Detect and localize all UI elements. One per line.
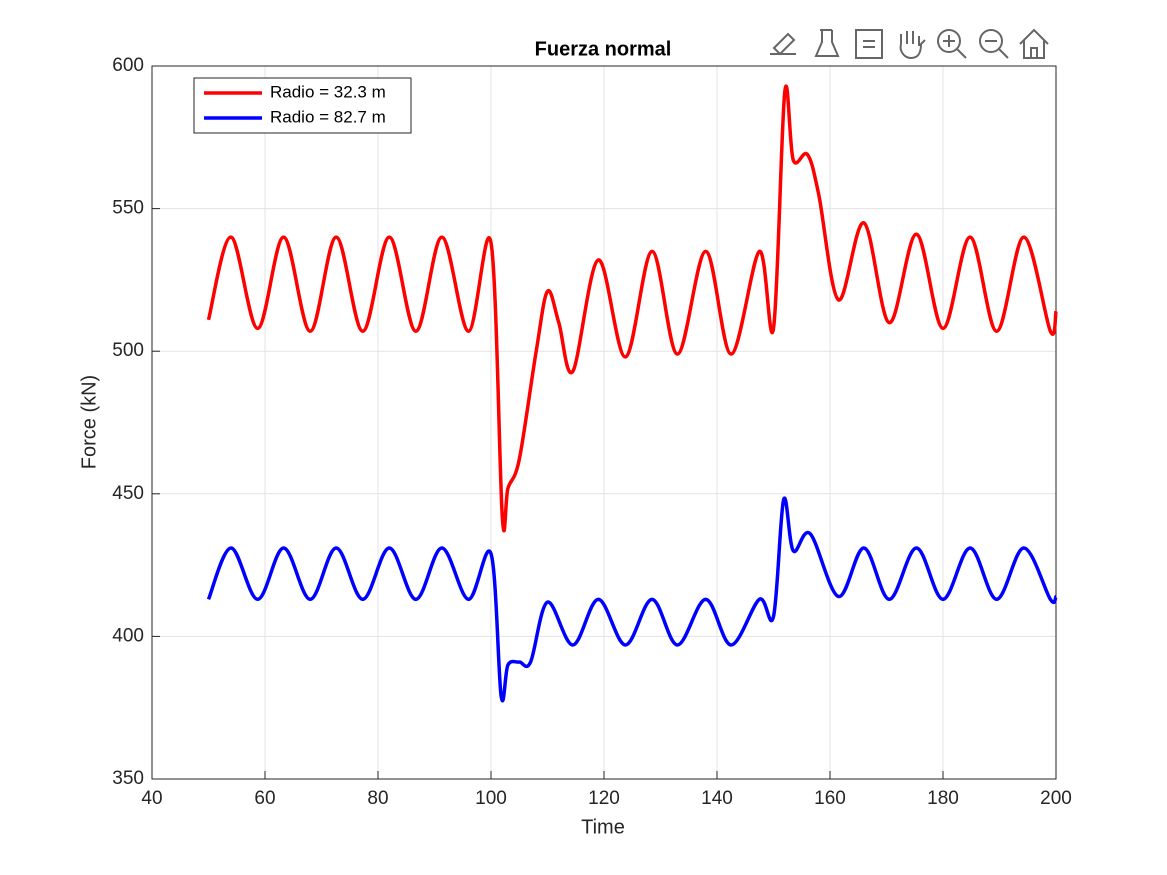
y-tick-label: 450: [112, 483, 144, 504]
chart-title: Fuerza normal: [535, 38, 672, 60]
legend-tool[interactable]: [855, 29, 883, 59]
x-tick-label: 180: [927, 788, 959, 809]
pan-tool[interactable]: [899, 31, 926, 60]
x-tick-label: 40: [141, 788, 162, 809]
y-tick-label: 400: [112, 625, 144, 646]
y-tick-label: 350: [112, 768, 144, 789]
toolbar: [770, 28, 1049, 60]
x-tick-label: 80: [367, 788, 388, 809]
brush-tool[interactable]: [770, 32, 796, 56]
y-tick-label: 550: [112, 198, 144, 219]
legend-box: [193, 77, 412, 134]
legend-label: Radio = 82.7 m: [270, 107, 386, 126]
zoom-out-tool[interactable]: [979, 29, 1009, 59]
x-tick-label: 120: [588, 788, 620, 809]
series-line: [206, 496, 1058, 703]
y-tick-label: 500: [112, 340, 144, 361]
x-tick-label: 100: [475, 788, 507, 809]
x-tick-label: 160: [814, 788, 846, 809]
x-tick-label: 60: [254, 788, 275, 809]
y-axis-label: Force (kN): [78, 375, 100, 469]
series-line: [206, 84, 1058, 533]
x-axis-label: Time: [581, 816, 625, 838]
home-tool[interactable]: [1019, 28, 1049, 59]
x-tick-label: 200: [1040, 788, 1072, 809]
legend: Radio = 32.3 m Radio = 82.7 m: [193, 77, 412, 134]
plot-frame: [151, 65, 1057, 780]
data-tips-tool[interactable]: [814, 29, 840, 57]
x-tick-label: 140: [701, 788, 733, 809]
legend-label: Radio = 32.3 m: [270, 82, 386, 101]
zoom-in-tool[interactable]: [937, 29, 967, 59]
y-tick-label: 600: [112, 55, 144, 76]
